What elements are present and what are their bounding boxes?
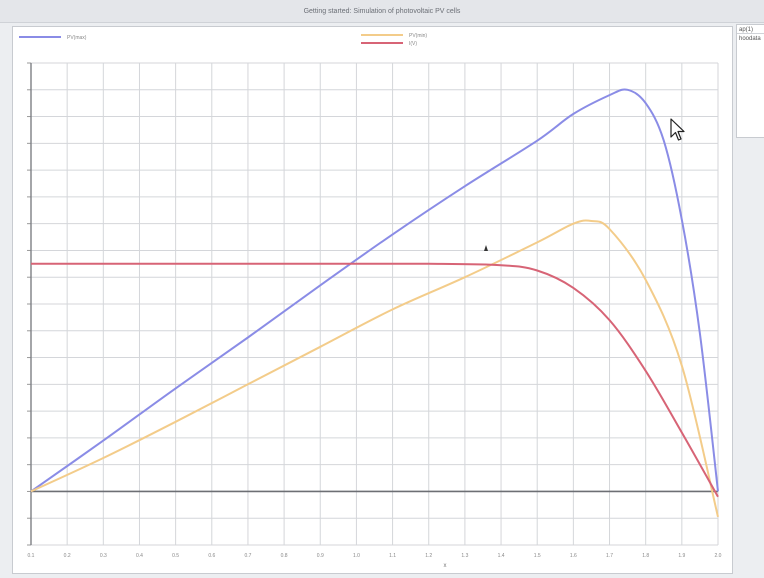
x-axis-label: x <box>444 563 447 569</box>
x-tick-label: 0.7 <box>244 553 251 559</box>
x-tick-label: 0.1 <box>28 553 35 559</box>
x-tick-label: 1.4 <box>498 553 505 559</box>
series-line-2 <box>30 219 719 518</box>
mouse-cursor-icon <box>670 118 685 141</box>
series-line-1 <box>30 88 719 493</box>
x-tick-label: 1.8 <box>642 553 649 559</box>
chart-legend: PV(max) PV(min) I(V) <box>19 33 427 47</box>
x-tick-label: 1.3 <box>461 553 468 559</box>
x-tick-label: 1.5 <box>534 553 541 559</box>
chart-tick-labels: 0.1 0.2 0.3 0.4 0.5 0.6 0.7 0.8 0.9 1.0 1.1 1.2 1.3 1… <box>28 553 722 559</box>
chart-svg[interactable]: PV(max) PV(min) I(V) 0.1 0.2 0.3 0.4 0.5 0.6 0.7… <box>13 27 732 573</box>
legend-label-2: PV(min) <box>409 33 427 39</box>
x-tick-label: 1.2 <box>425 553 432 559</box>
x-tick-label: 1.0 <box>353 553 360 559</box>
x-tick-label: 0.5 <box>172 553 179 559</box>
x-tick-label: 2.0 <box>715 553 722 559</box>
x-tick-label: 0.9 <box>317 553 324 559</box>
chart-axes <box>30 63 718 545</box>
side-panel[interactable]: ap(1) hoodata <box>736 24 764 138</box>
plot-frame[interactable]: PV(max) PV(min) I(V) 0.1 0.2 0.3 0.4 0.5 0.6 0.7… <box>12 26 733 574</box>
x-tick-label: 0.4 <box>136 553 143 559</box>
x-tick-label: 1.6 <box>570 553 577 559</box>
x-tick-label: 0.2 <box>64 553 71 559</box>
x-tick-label: 0.8 <box>281 553 288 559</box>
data-cursor-marker <box>484 245 488 251</box>
window-titlebar: Getting started: Simulation of photovolt… <box>0 0 764 23</box>
x-tick-label: 1.9 <box>678 553 685 559</box>
x-tick-label: 0.6 <box>208 553 215 559</box>
x-tick-label: 1.1 <box>389 553 396 559</box>
chart-series-layer <box>30 88 719 518</box>
legend-label-1: PV(max) <box>67 35 87 41</box>
legend-label-3: I(V) <box>409 41 417 47</box>
series-line-3 <box>30 262 719 498</box>
side-panel-item-2[interactable]: hoodata <box>739 36 761 42</box>
side-panel-item-1[interactable]: ap(1) <box>737 25 764 34</box>
x-tick-label: 1.7 <box>606 553 613 559</box>
chart-grid <box>27 62 719 546</box>
x-tick-label: 0.3 <box>100 553 107 559</box>
window-title: Getting started: Simulation of photovolt… <box>303 7 461 15</box>
